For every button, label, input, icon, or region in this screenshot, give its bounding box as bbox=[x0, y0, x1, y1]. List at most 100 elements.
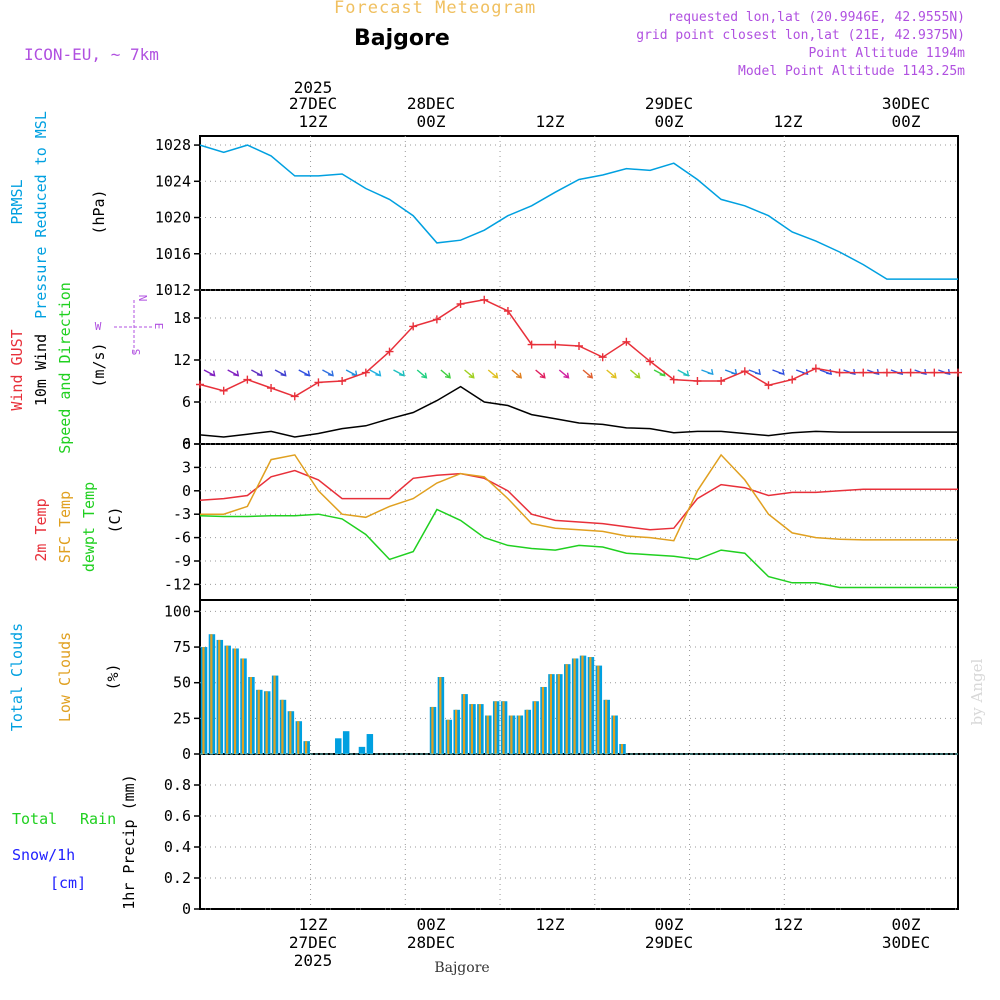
low-clouds-bar-52 bbox=[612, 715, 616, 754]
clouds-unit-label: (%) bbox=[104, 663, 122, 690]
wind-arrow-icon-15 bbox=[558, 369, 570, 379]
wind-arrow-head-27 bbox=[849, 368, 856, 375]
wind-arrow-icon-31 bbox=[938, 368, 951, 375]
wind-arrow-head-28 bbox=[873, 368, 880, 375]
wind-speed-direction-label: Speed and Direction bbox=[56, 282, 74, 454]
low-clouds-bar-31 bbox=[447, 719, 450, 754]
wind-arrow-head-3 bbox=[280, 370, 287, 377]
low-clouds-bar-48 bbox=[581, 655, 584, 754]
wind-arrow-icon-24 bbox=[772, 368, 785, 375]
low-clouds-bar-35 bbox=[478, 704, 481, 754]
top-hour-label-1: 00Z bbox=[417, 112, 446, 131]
snow-unit-label: [cm] bbox=[50, 874, 86, 892]
wind-arrow-shaft-12 bbox=[487, 369, 498, 379]
wind-unit-label: (m/s) bbox=[90, 342, 108, 387]
low-clouds-bar-11 bbox=[289, 711, 292, 754]
wind-gust-line-marker-21 bbox=[693, 377, 702, 385]
ytick-label-p3-2: 50 bbox=[173, 674, 191, 692]
ytick-label-p3-1: 25 bbox=[173, 709, 191, 727]
wind-arrow-head-16 bbox=[587, 372, 594, 379]
wind-arrow-icon-8 bbox=[393, 369, 405, 377]
wind-arrow-icon-14 bbox=[535, 369, 546, 379]
ytick-label-p1-3: 18 bbox=[173, 309, 191, 327]
wind-arrow-icon-9 bbox=[416, 369, 428, 379]
wind-arrow-icon-6 bbox=[345, 369, 358, 377]
wind-gust-line-marker-28 bbox=[859, 368, 868, 377]
wind-arrow-head-9 bbox=[421, 372, 428, 379]
ytick-label-p2-0: 6 bbox=[182, 435, 191, 453]
panel-clouds-frame bbox=[199, 599, 959, 755]
wind-arrow-shaft-9 bbox=[416, 369, 427, 379]
bottom-hour-label-4: 12Z bbox=[774, 915, 803, 934]
wind-compass-icon: N W E S bbox=[95, 295, 165, 356]
ytick-label-p3-0: 0 bbox=[182, 745, 191, 763]
wind-arrow-shaft-14 bbox=[535, 369, 546, 379]
snow-label: Snow/1h bbox=[12, 846, 75, 864]
total-clouds-label: Total Clouds bbox=[8, 623, 26, 731]
low-clouds-bar-6 bbox=[249, 677, 252, 754]
panel-precip-labels: Total Rain Snow/1h [cm] 1hr Precip (mm) bbox=[12, 774, 138, 909]
ytick-label-p2-1: 3 bbox=[182, 458, 191, 476]
low-clouds-bar-39 bbox=[510, 715, 513, 754]
wind-arrow-icon-3 bbox=[274, 369, 287, 377]
panel-wind-frame bbox=[199, 289, 959, 445]
low-clouds-bar-40 bbox=[518, 715, 521, 754]
wind-gust-line-marker-32 bbox=[954, 368, 962, 377]
low-clouds-label: Low Clouds bbox=[56, 632, 74, 722]
wind-arrow-head-8 bbox=[398, 370, 405, 377]
wind-arrow-icon-17 bbox=[606, 369, 617, 379]
low-clouds-bar-41 bbox=[526, 709, 529, 754]
wind-gust-line-marker-8 bbox=[385, 347, 394, 356]
wind-arrow-head-22 bbox=[731, 368, 738, 375]
wind-gust-line-marker-15 bbox=[551, 340, 560, 349]
low-clouds-bar-29 bbox=[431, 706, 434, 754]
wind-arrow-head-20 bbox=[683, 370, 690, 377]
model-point-altitude: Model Point Altitude 1143.25m bbox=[738, 64, 965, 79]
bottom-date-label-3: 29DEC bbox=[645, 933, 693, 952]
low-clouds-bar-4 bbox=[233, 648, 237, 754]
wind-arrow-head-5 bbox=[327, 370, 334, 377]
low-clouds-bar-50 bbox=[597, 665, 600, 754]
panel-pressure-frame bbox=[199, 135, 959, 291]
wind-arrow-shaft-17 bbox=[606, 369, 617, 379]
compass-n: N bbox=[136, 295, 149, 302]
bottom-hour-label-5: 00Z bbox=[892, 915, 921, 934]
wind-arrow-icon-13 bbox=[511, 369, 523, 379]
panel-pressure-labels: PRMSL Pressure Reduced to MSL (hPa) bbox=[8, 111, 108, 319]
temp-dewpt-label: dewpt Temp bbox=[80, 482, 98, 572]
wind-gust-line-marker-3 bbox=[267, 384, 276, 392]
top-date-label-3: 29DEC bbox=[645, 94, 693, 113]
wind-gust-label: Wind GUST bbox=[8, 329, 26, 410]
bottom-date-label-1: 28DEC bbox=[407, 933, 455, 952]
point-altitude: Point Altitude 1194m bbox=[808, 46, 965, 61]
wind-gust-line-marker-7 bbox=[361, 368, 370, 377]
wind-gust-line-marker-18 bbox=[622, 337, 631, 346]
wind-gust-line-marker-4 bbox=[290, 392, 299, 401]
requested-lonlat: requested lon,lat (20.9946E, 42.9555N) bbox=[667, 10, 965, 25]
wind-arrow-head-15 bbox=[563, 372, 570, 379]
data-layer bbox=[196, 144, 962, 910]
wind-arrow-shaft-15 bbox=[558, 369, 569, 379]
ytick-label-p2-5: -9 bbox=[173, 552, 191, 570]
wind-gust-line-marker-13 bbox=[503, 307, 512, 315]
ytick-label-p1-1: 6 bbox=[182, 393, 191, 411]
wind-gust-line-marker-1 bbox=[219, 386, 228, 395]
model-label: ICON-EU, ~ 7km bbox=[24, 45, 159, 64]
wind-arrow-shaft-13 bbox=[511, 369, 522, 379]
wind-arrow-head-31 bbox=[944, 368, 951, 375]
low-clouds-bar-2 bbox=[218, 639, 221, 754]
ytick-label-p2-3: -3 bbox=[173, 505, 191, 523]
low-clouds-bar-5 bbox=[241, 658, 245, 754]
ytick-label-p1-2: 12 bbox=[173, 351, 191, 369]
wind-arrow-shaft-11 bbox=[464, 369, 475, 379]
wind-arrow-icon-18 bbox=[629, 369, 641, 379]
low-clouds-bar-53 bbox=[620, 744, 624, 754]
temp-2m-line bbox=[199, 469, 958, 531]
forecast-meteogram-title: Forecast Meteogram bbox=[334, 0, 537, 18]
low-clouds-bar-37 bbox=[494, 701, 497, 754]
wind-gust-line-marker-24 bbox=[764, 381, 773, 390]
pressure-unit-label: (hPa) bbox=[90, 189, 108, 234]
wind-arrow-head-4 bbox=[304, 370, 311, 377]
wind-gust-line-marker-20 bbox=[669, 375, 678, 384]
y-tick-labels: 10121016102010241028061218630-3-6-9-1202… bbox=[155, 136, 191, 918]
